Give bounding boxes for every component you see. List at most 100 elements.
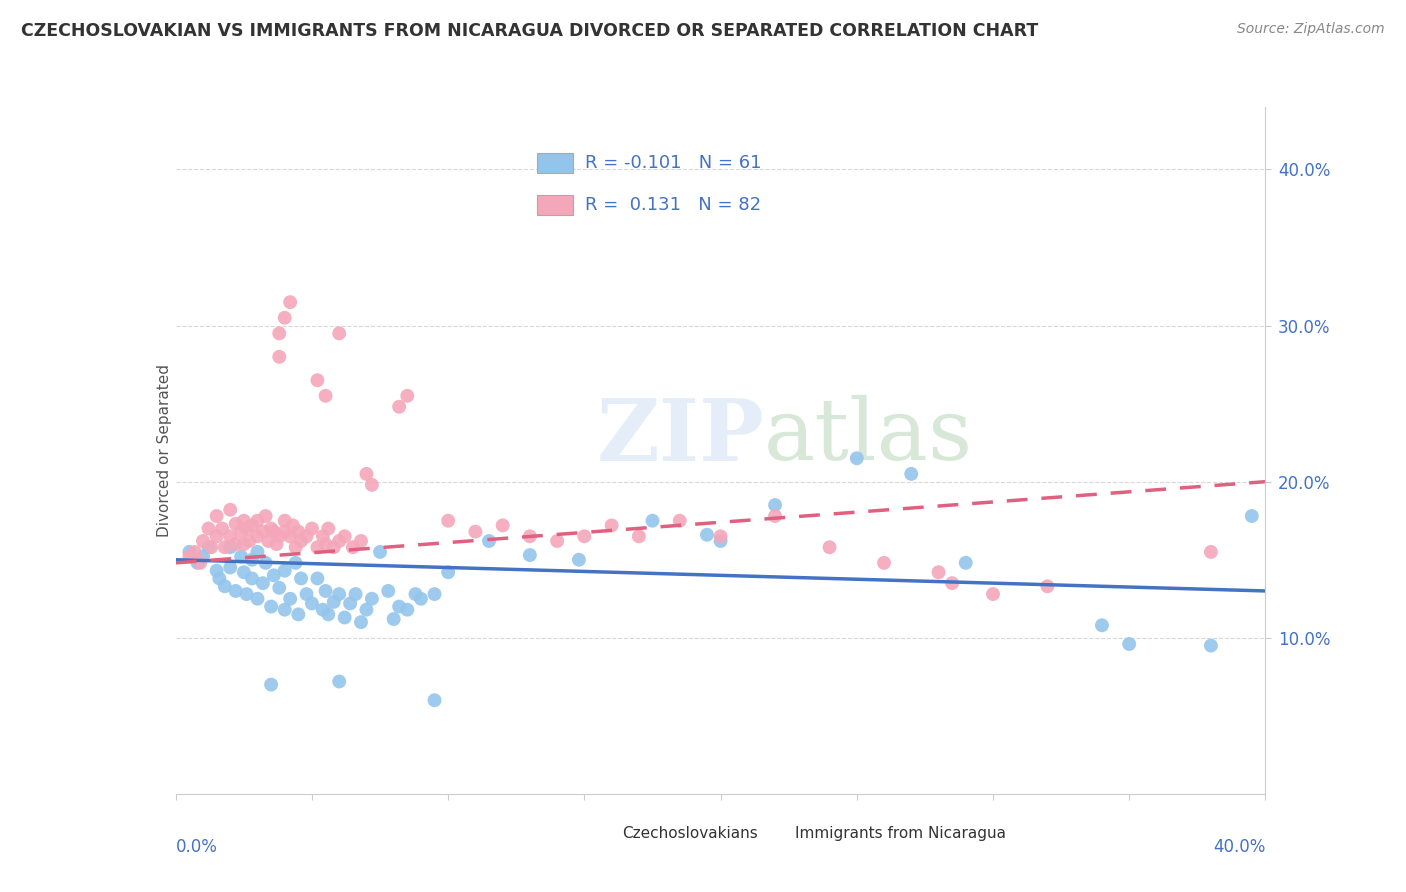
Point [225,537,247,551]
Point [186,556,209,570]
Point [281,518,304,533]
Point [307,571,329,585]
Point [214,540,236,554]
Point [1199,639,1222,653]
Point [342,540,364,554]
Text: Immigrants from Nicaragua: Immigrants from Nicaragua [796,826,1007,840]
Point [246,529,269,543]
Point [219,540,242,554]
Bar [537,195,574,215]
Point [205,564,228,578]
Point [763,498,786,512]
Point [238,533,260,548]
Point [269,326,291,341]
Point [260,599,283,614]
Point [315,537,337,551]
Point [356,467,378,481]
Text: Source: ZipAtlas.com: Source: ZipAtlas.com [1237,22,1385,37]
Point [600,518,623,533]
Point [257,533,280,548]
Point [315,389,337,403]
Point [184,545,207,559]
Bar [537,153,574,173]
Point [405,587,427,601]
Point [232,566,254,580]
Text: CZECHOSLOVAKIAN VS IMMIGRANTS FROM NICARAGUA DIVORCED OR SEPARATED CORRELATION C: CZECHOSLOVAKIAN VS IMMIGRANTS FROM NICAR… [21,22,1039,40]
Point [710,533,733,548]
Point [818,540,841,554]
Point [214,579,236,593]
Point [955,556,977,570]
Point [235,521,257,535]
Point [641,514,664,528]
Point [333,529,356,543]
Text: R = -0.101   N = 61: R = -0.101 N = 61 [585,154,762,172]
Point [388,400,411,414]
Point [1118,637,1140,651]
Point [231,524,253,539]
Point [568,552,591,567]
Text: Czechoslovakians: Czechoslovakians [623,826,758,840]
Point [318,521,340,535]
Point [274,564,297,578]
Point [941,576,963,591]
Point [179,549,201,564]
Point [219,529,242,543]
Point [928,566,950,580]
Point [211,521,233,535]
Point [339,596,361,610]
Point [328,326,350,341]
Text: ZIP: ZIP [596,395,765,479]
Point [269,350,291,364]
Point [301,596,323,610]
Point [333,610,356,624]
Point [235,587,257,601]
Point [246,514,269,528]
Point [205,529,228,543]
Point [240,518,263,533]
Point [437,566,460,580]
Point [246,591,269,606]
Point [252,524,274,539]
Point [492,518,515,533]
Point [307,373,329,387]
Point [260,521,283,535]
Point [312,529,335,543]
Point [328,587,350,601]
Point [290,533,312,548]
Point [360,591,382,606]
Point [1036,579,1059,593]
Point [219,502,242,516]
Point [322,595,344,609]
Point [191,549,214,564]
Point [240,552,263,567]
Text: 0.0%: 0.0% [176,838,218,855]
Point [845,451,868,466]
Text: 40.0%: 40.0% [1213,838,1265,855]
Point [437,514,460,528]
Point [290,571,312,585]
Point [269,581,291,595]
Point [981,587,1004,601]
Point [179,545,201,559]
Point [627,529,650,543]
Point [464,524,486,539]
Point [254,556,277,570]
Point [284,556,307,570]
Point [197,521,219,535]
Point [240,571,263,585]
Point [763,508,786,523]
Point [266,537,288,551]
Point [409,591,432,606]
Point [260,678,283,692]
Point [263,568,285,582]
Point [232,514,254,528]
Point [295,587,318,601]
Point [246,545,269,559]
Point [278,529,301,543]
Point [519,548,541,562]
Point [284,540,307,554]
Point [900,467,922,481]
Y-axis label: Divorced or Separated: Divorced or Separated [157,364,172,537]
Text: atlas: atlas [765,395,973,478]
